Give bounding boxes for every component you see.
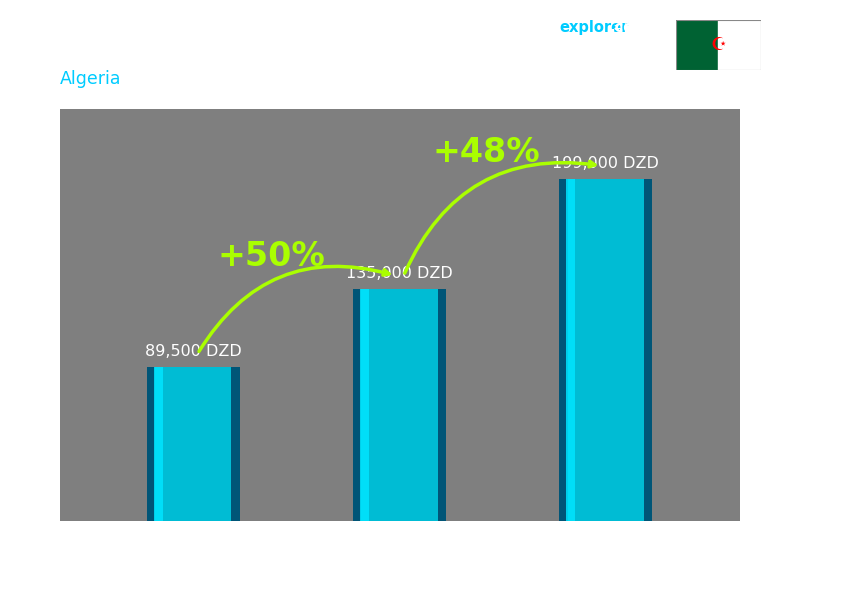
Bar: [718, 20, 761, 70]
Text: Bank Relationship Officer: Bank Relationship Officer: [60, 47, 287, 65]
Text: 135,000 DZD: 135,000 DZD: [346, 266, 453, 281]
Text: Salary Comparison By Education: Salary Comparison By Education: [60, 12, 568, 39]
Bar: [568, 179, 643, 521]
Text: salary: salary: [523, 20, 573, 35]
Bar: [147, 367, 240, 521]
Text: 89,500 DZD: 89,500 DZD: [145, 344, 241, 359]
Bar: [361, 290, 438, 521]
Bar: [676, 20, 718, 70]
Bar: [353, 290, 446, 521]
Bar: [154, 367, 163, 521]
Text: +50%: +50%: [218, 240, 326, 273]
Text: .com: .com: [609, 20, 649, 35]
Bar: [566, 179, 575, 521]
Text: explorer: explorer: [559, 20, 629, 35]
Text: ☪: ☪: [711, 36, 726, 54]
Bar: [559, 179, 652, 521]
Text: Algeria: Algeria: [60, 70, 121, 88]
Text: 199,000 DZD: 199,000 DZD: [552, 156, 659, 171]
Text: Average Monthly Salary: Average Monthly Salary: [781, 253, 791, 377]
Text: +48%: +48%: [433, 136, 540, 168]
Bar: [156, 367, 231, 521]
Bar: [360, 290, 369, 521]
